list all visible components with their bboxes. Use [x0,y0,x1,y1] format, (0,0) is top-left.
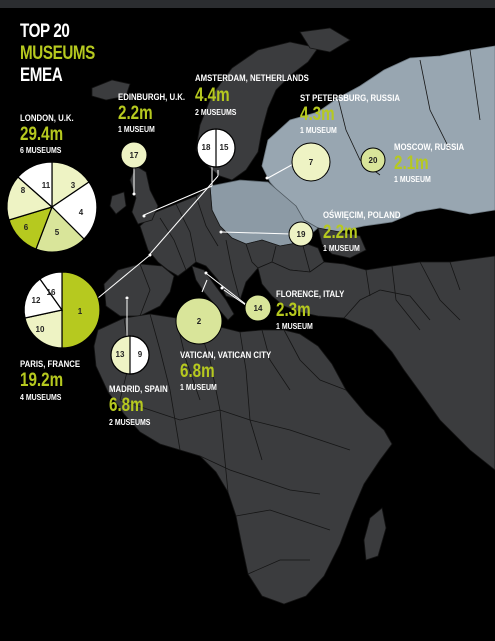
moscow-name: MOSCOW, RUSSIA [394,142,465,153]
rank-label: 20 [369,156,378,165]
amsterdam-value: 4.4m [195,85,230,106]
madrid-name: MADRID, SPAIN [109,384,168,395]
paris-count: 4 MUSEUMS [20,392,62,402]
moscow-value: 2.1m [394,153,429,174]
oswiecim-value: 2.2m [323,222,358,243]
london-value: 29.4m [20,124,64,145]
vatican-value: 6.8m [180,361,215,382]
london-count: 6 MUSEUMS [20,145,62,155]
amsterdam-count: 2 MUSEUMS [195,107,237,117]
oswiecim-count: 1 MUSEUM [323,243,360,253]
moscow-circle: 20 [360,147,386,173]
rank-label: 18 [202,143,211,152]
st-petersburg-value: 4.3m [300,104,335,125]
amsterdam-pie: 18 15 [196,128,236,168]
rank-label: 16 [47,288,56,297]
st-petersburg-count: 1 MUSEUM [300,125,337,135]
rank-label: 17 [130,151,139,160]
st-petersburg-name: ST PETERSBURG, RUSSIA [300,93,400,104]
rank-label: 8 [21,186,26,195]
rank-label: 7 [309,158,314,167]
edinburgh-name: EDINBURGH, U.K. [118,92,186,103]
edinburgh-count: 1 MUSEUM [118,124,155,134]
rank-label: 3 [71,181,76,190]
italy-landmass [191,265,235,321]
madrid-count: 2 MUSEUMS [109,417,151,427]
oswiecim-circle: 19 [288,221,314,247]
africa-landmass [93,313,393,605]
middle-east-landmass [257,255,495,471]
florence-value: 2.3m [276,300,311,321]
paris-pie: 16 1 10 12 [23,271,101,349]
iceland-landmass [91,79,131,101]
rank-label: 1 [78,307,83,316]
vatican-name: VATICAN, VATICAN CITY [180,350,272,361]
rank-label: 6 [24,223,29,232]
rank-label: 2 [197,317,202,326]
rank-label: 13 [116,350,125,359]
madrid-pie: 13 9 [110,335,150,375]
edinburgh-value: 2.2m [118,103,153,124]
rank-label: 4 [79,208,84,217]
rank-label: 19 [297,230,306,239]
rank-label: 14 [254,304,263,313]
florence-name: FLORENCE, ITALY [276,289,345,300]
london-name: LONDON, U.K. [20,113,74,124]
paris-value: 19.2m [20,370,64,391]
vatican-count: 1 MUSEUM [180,382,217,392]
rank-label: 15 [220,143,229,152]
moscow-count: 1 MUSEUM [394,174,431,184]
amsterdam-name: AMSTERDAM, NETHERLANDS [195,73,309,84]
london-pie: 11 3 4 5 6 8 [6,161,98,253]
paris-name: PARIS, FRANCE [20,359,81,370]
rank-label: 5 [55,228,60,237]
edinburgh-circle: 17 [120,141,148,169]
madrid-value: 6.8m [109,395,144,416]
uk-landmass [129,165,159,225]
rank-label: 9 [138,350,143,359]
rank-label: 12 [32,296,41,305]
title-line-2: MUSEUMS [20,43,95,64]
st-petersburg-circle: 7 [291,142,331,182]
title-line-1: TOP 20 [20,21,70,42]
top-bar [0,0,495,8]
title-line-3: EMEA [20,65,63,86]
oswiecim-name: OŚWIĘCIM, POLAND [323,210,401,221]
florence-count: 1 MUSEUM [276,321,313,331]
florence-circle: 14 [244,294,272,322]
madagascar-landmass [363,507,387,561]
rank-label: 11 [42,181,51,190]
vatican-circle: 2 [175,297,223,345]
rank-label: 10 [36,325,45,334]
iberia-landmass [103,263,175,317]
ireland-landmass [109,191,127,215]
